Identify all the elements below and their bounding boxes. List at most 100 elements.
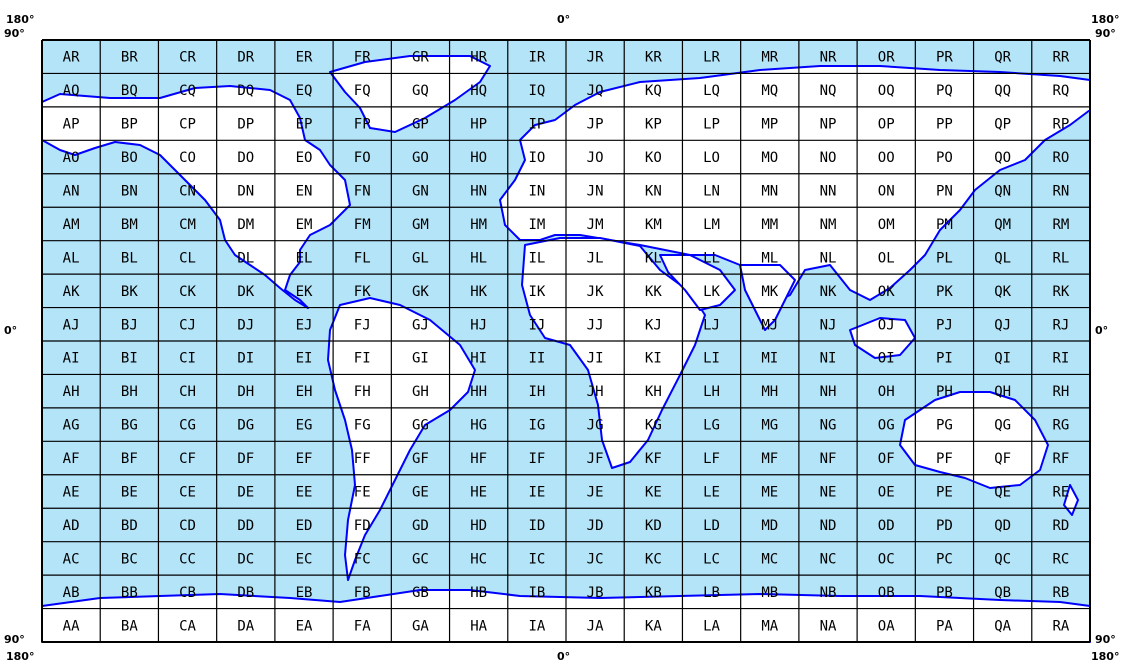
grid-cell-label: ML [761,250,778,266]
grid-cell-label: NM [820,217,837,233]
grid-cell-label: BM [121,217,138,233]
grid-cell-label: JQ [587,83,604,99]
grid-cell-label: FG [354,418,371,434]
grid-cell-label: OR [878,50,895,66]
grid-cell-label: CF [179,451,196,467]
grid-cell-label: OD [878,518,895,534]
grid-cell-label: GQ [412,83,429,99]
grid-cell-label: AR [63,50,80,66]
grid-cell-label: EE [296,485,313,501]
grid-cell-labels: AR BR CR DR ER FR GR HR IR JR KR LR MR NR OR PR QR RR AQ BQ… [63,50,1070,635]
grid-cell-label: LE [703,485,720,501]
grid-cell-label: NE [820,485,837,501]
grid-cell-label: GP [412,117,429,133]
grid-cell-label: GJ [412,317,429,333]
grid-cell-label: AL [63,250,80,266]
grid-cell-label: ON [878,184,895,200]
grid-cell-label: KH [645,384,662,400]
grid-cell-label: EB [296,585,313,601]
grid-cell-label: HC [470,551,487,567]
grid-cell-label: NP [820,117,837,133]
grid-cell-label: GE [412,485,429,501]
grid-cell-label: AK [63,284,80,300]
grid-cell-label: AJ [63,317,80,333]
grid-cell-label: DC [237,551,254,567]
grid-cell-label: LR [703,50,720,66]
grid-cell-label: RP [1052,117,1069,133]
grid-cell-label: BI [121,351,138,367]
grid-cell-label: BR [121,50,138,66]
grid-cell-label: QD [994,518,1011,534]
grid-cell-label: HJ [470,317,487,333]
grid-cell-label: DI [237,351,254,367]
grid-cell-label: EL [296,250,313,266]
grid-cell-label: HP [470,117,487,133]
grid-cell-label: KN [645,184,662,200]
grid-cell-label: HG [470,418,487,434]
longitude-label-top-center: 0° [557,13,571,26]
grid-cell-label: OK [878,284,895,300]
longitude-label-bottom-left: 180° [6,650,35,663]
grid-cell-label: MD [761,518,778,534]
grid-cell-label: GM [412,217,429,233]
grid-cell-label: KB [645,585,662,601]
grid-cell-label: AM [63,217,80,233]
grid-cell-label: KM [645,217,662,233]
grid-cell-label: KF [645,451,662,467]
grid-cell-label: KQ [645,83,662,99]
grid-cell-label: HO [470,150,487,166]
grid-cell-label: MI [761,351,778,367]
grid-cell-label: FC [354,551,371,567]
grid-cell-label: IH [528,384,545,400]
india-landmass [739,264,796,331]
grid-cell-label: RD [1052,518,1069,534]
grid-cell-label: HL [470,250,487,266]
grid-cell-label: RJ [1052,317,1069,333]
grid-cell-label: CL [179,250,196,266]
longitude-label-top-right: 180° [1091,13,1120,26]
grid-cell-label: PJ [936,317,953,333]
grid-cell-label: ME [761,485,778,501]
grid-cell-label: BG [121,418,138,434]
grid-cell-label: QN [994,184,1011,200]
grid-cell-label: HD [470,518,487,534]
grid-cell-label: PG [936,418,953,434]
grid-cell-label: QH [994,384,1011,400]
grid-cell-label: IE [528,485,545,501]
grid-cell-label: LM [703,217,720,233]
grid-cell-label: LQ [703,83,720,99]
grid-cell-label: NH [820,384,837,400]
grid-cell-label: FR [354,50,371,66]
grid-cell-label: LL [703,250,720,266]
grid-cell-label: NC [820,551,837,567]
grid-cell-label: MG [761,418,778,434]
grid-cell-label: MB [761,585,778,601]
grid-cell-label: CR [179,50,196,66]
grid-cell-label: ED [296,518,313,534]
grid-cell-label: CN [179,184,196,200]
grid-cell-label: MK [761,284,778,300]
grid-cell-label: FF [354,451,371,467]
grid-cell-label: OG [878,418,895,434]
grid-cell-label: CO [179,150,196,166]
grid-cell-label: ND [820,518,837,534]
grid-cell-label: NF [820,451,837,467]
grid-cell-label: HE [470,485,487,501]
grid-cell-label: RF [1052,451,1069,467]
eurasia-landmass [499,65,1091,306]
grid-cell-label: PO [936,150,953,166]
grid-cell-label: GO [412,150,429,166]
grid-cell-label: QB [994,585,1011,601]
grid-cell-label: NQ [820,83,837,99]
grid-cell-label: QM [994,217,1011,233]
grid-cell-label: RA [1052,618,1069,634]
grid-cell-label: ID [528,518,545,534]
grid-cell-label: KP [645,117,662,133]
grid-cell-label: IA [528,618,545,634]
grid-cell-label: PM [936,217,953,233]
grid-cell-label: CD [179,518,196,534]
grid-cell-label: DP [237,117,254,133]
new-zealand-landmass [1063,484,1079,516]
grid-cell-label: DK [237,284,254,300]
grid-cell-label: QO [994,150,1011,166]
